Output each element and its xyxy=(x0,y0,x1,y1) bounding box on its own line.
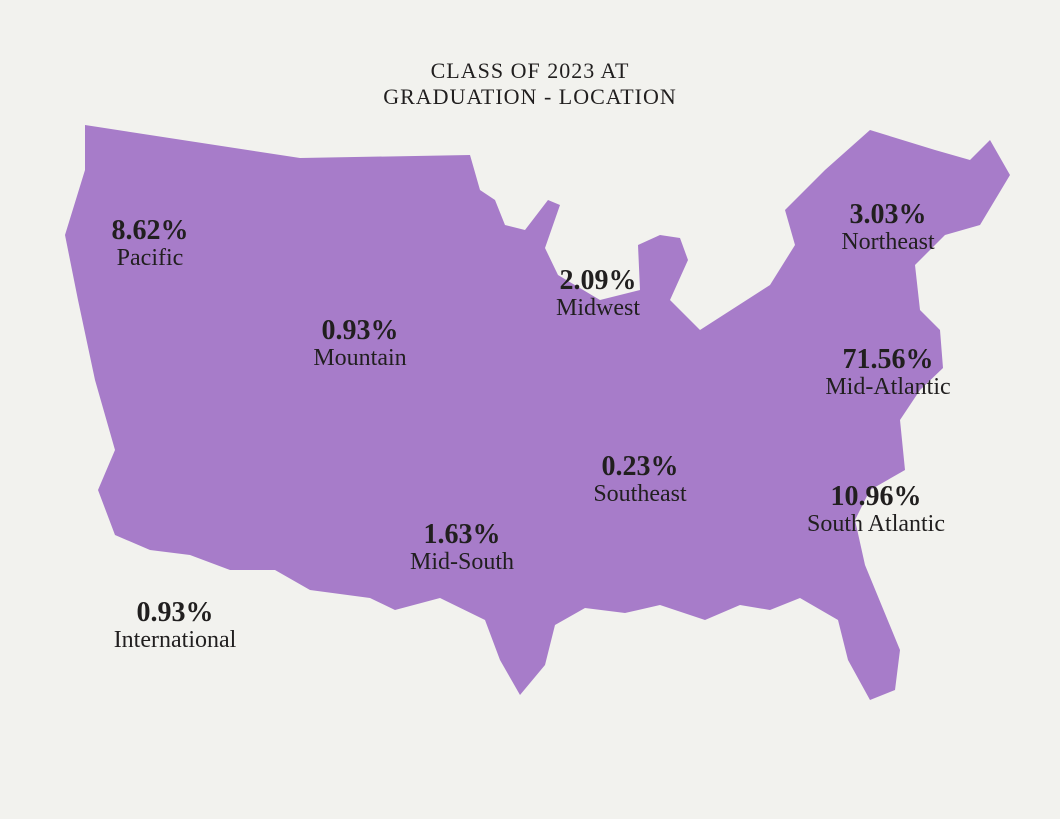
region-value: 0.23% xyxy=(593,452,686,481)
region-pacific: 8.62% Pacific xyxy=(112,216,189,273)
region-international: 0.93% International xyxy=(114,598,237,655)
region-value: 0.93% xyxy=(313,316,406,345)
region-label: Pacific xyxy=(112,245,189,273)
region-value: 2.09% xyxy=(556,266,640,295)
region-label: Midwest xyxy=(556,295,640,323)
region-label: Mid-South xyxy=(410,549,514,577)
us-map-silhouette xyxy=(0,0,1060,819)
region-south-atlantic: 10.96% South Atlantic xyxy=(807,482,945,539)
region-value: 1.63% xyxy=(410,520,514,549)
region-label: South Atlantic xyxy=(807,511,945,539)
region-northeast: 3.03% Northeast xyxy=(841,200,934,257)
region-mid-south: 1.63% Mid-South xyxy=(410,520,514,577)
chart-title: CLASS OF 2023 AT GRADUATION - LOCATION xyxy=(0,58,1060,110)
region-label: International xyxy=(114,627,237,655)
region-label: Mid-Atlantic xyxy=(825,374,950,402)
infographic-canvas: CLASS OF 2023 AT GRADUATION - LOCATION 8… xyxy=(0,0,1060,819)
region-mountain: 0.93% Mountain xyxy=(313,316,406,373)
region-value: 10.96% xyxy=(807,482,945,511)
region-label: Mountain xyxy=(313,345,406,373)
region-mid-atlantic: 71.56% Mid-Atlantic xyxy=(825,345,950,402)
region-value: 8.62% xyxy=(112,216,189,245)
region-midwest: 2.09% Midwest xyxy=(556,266,640,323)
region-value: 71.56% xyxy=(825,345,950,374)
region-southeast: 0.23% Southeast xyxy=(593,452,686,509)
region-label: Southeast xyxy=(593,481,686,509)
region-value: 0.93% xyxy=(114,598,237,627)
title-line-1: CLASS OF 2023 AT xyxy=(0,58,1060,84)
title-line-2: GRADUATION - LOCATION xyxy=(0,84,1060,110)
region-label: Northeast xyxy=(841,229,934,257)
region-value: 3.03% xyxy=(841,200,934,229)
